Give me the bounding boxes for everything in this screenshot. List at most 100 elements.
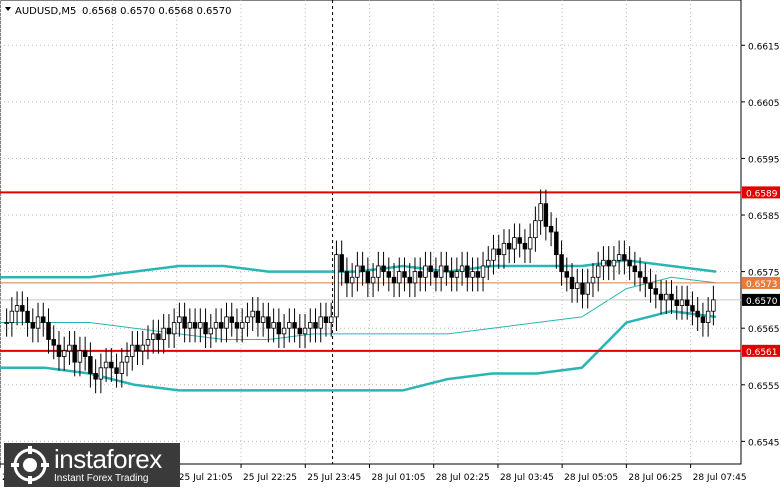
current-price-label: 0.6570 — [746, 297, 778, 307]
candle-body — [255, 310, 261, 323]
chart-header: AUDUSD,M5 0.6568 0.6570 0.6568 0.6570 — [5, 6, 232, 17]
candle-body — [276, 322, 282, 335]
candle-body — [533, 220, 538, 239]
candle-body — [648, 282, 653, 289]
x-tick-label: 28 Jul 03:45 — [500, 473, 554, 483]
current-price-tag — [742, 293, 780, 306]
candle-body — [287, 322, 292, 329]
y-tick-label: 0.6565 — [748, 325, 780, 335]
candle-body — [14, 305, 20, 312]
candle-body — [501, 242, 507, 256]
candle-body — [527, 237, 533, 250]
candle-body — [355, 265, 360, 278]
candle-body — [653, 288, 659, 295]
candle-body — [664, 293, 669, 301]
x-tick-label: 25 Jul 22:25 — [243, 473, 297, 483]
candle-body — [171, 322, 177, 335]
candle-body — [98, 367, 104, 380]
y-tick-label: 0.6575 — [748, 269, 780, 279]
candle-body — [554, 231, 559, 256]
candle-body — [381, 265, 386, 273]
candle-body — [370, 276, 376, 284]
candle-body — [224, 316, 229, 329]
candles — [4, 189, 716, 394]
candle-body — [684, 299, 690, 306]
candle-body — [391, 276, 397, 284]
candle-body — [339, 254, 344, 273]
candle-body — [192, 322, 198, 329]
candle-body — [109, 361, 114, 369]
candle-body — [166, 327, 172, 335]
candle-body — [360, 265, 365, 273]
x-tick-label: 28 Jul 07:45 — [693, 473, 747, 483]
candle-body — [417, 271, 423, 278]
candle-body — [56, 344, 62, 357]
candle-body — [611, 259, 617, 267]
candle-body — [145, 339, 151, 346]
level-price-label: 0.6573 — [746, 280, 778, 290]
level-price-label: 0.6561 — [746, 348, 778, 358]
y-tick-label: 0.6555 — [748, 382, 780, 392]
candle-body — [705, 310, 711, 323]
x-tick-label: 28 Jul 02:25 — [436, 473, 490, 483]
y-tick-label: 0.6595 — [748, 155, 780, 165]
candle-body — [616, 254, 622, 261]
candle-body — [480, 265, 486, 278]
candle-body — [323, 316, 329, 323]
candle-body — [637, 271, 643, 278]
candle-body — [344, 271, 350, 284]
candle-body — [334, 254, 339, 318]
candle-body — [585, 282, 590, 295]
y-tick-label: 0.6605 — [748, 99, 780, 109]
candle-body — [679, 299, 685, 306]
candle-body — [711, 299, 716, 312]
candle-body — [302, 327, 308, 335]
candle-body — [658, 293, 664, 301]
level-price-label: 0.6589 — [746, 189, 778, 199]
candle-body — [580, 282, 585, 295]
candle-body — [606, 259, 611, 267]
watermark-tagline: Instant Forex Trading — [54, 473, 149, 484]
candle-body — [266, 316, 271, 329]
candle-body — [187, 322, 193, 329]
grid-layer — [0, 0, 741, 464]
candle-body — [559, 254, 564, 273]
candle-body — [271, 322, 276, 329]
candle-body — [595, 265, 601, 278]
candle-body — [438, 265, 444, 278]
candle-body — [506, 242, 512, 250]
candle-body — [512, 237, 517, 250]
level-lines — [0, 191, 741, 352]
candle-body — [423, 265, 428, 278]
candle-body — [449, 271, 454, 278]
candle-body — [669, 293, 674, 301]
candle-body — [93, 373, 98, 380]
candle-body — [412, 271, 418, 284]
candle-body — [397, 271, 402, 284]
candle-body — [161, 327, 166, 340]
x-tick-label: 25 Jul 21:05 — [179, 473, 233, 483]
level-price-tag — [742, 276, 780, 289]
candle-body — [601, 259, 606, 267]
ohlc-readout: 0.6568 0.6570 0.6568 0.6570 — [82, 6, 232, 17]
candle-body — [213, 322, 219, 329]
candle-body — [297, 327, 303, 335]
candle-body — [465, 265, 470, 278]
x-tick-label: 25 Jul 23:45 — [307, 473, 361, 483]
candle-body — [292, 322, 297, 329]
candle-body — [308, 322, 313, 329]
candle-body — [643, 276, 648, 284]
candle-body — [575, 282, 580, 289]
candle-body — [569, 276, 575, 289]
candle-body — [156, 333, 161, 340]
y-tick-label: 0.6585 — [748, 212, 780, 222]
candle-body — [674, 299, 679, 306]
candle-body — [77, 350, 83, 363]
candle-body — [229, 316, 234, 323]
candle-body — [517, 237, 522, 244]
collapse-arrow-icon[interactable] — [5, 7, 11, 11]
candle-body — [627, 259, 632, 267]
candle-body — [491, 248, 496, 261]
candle-body — [313, 322, 318, 329]
